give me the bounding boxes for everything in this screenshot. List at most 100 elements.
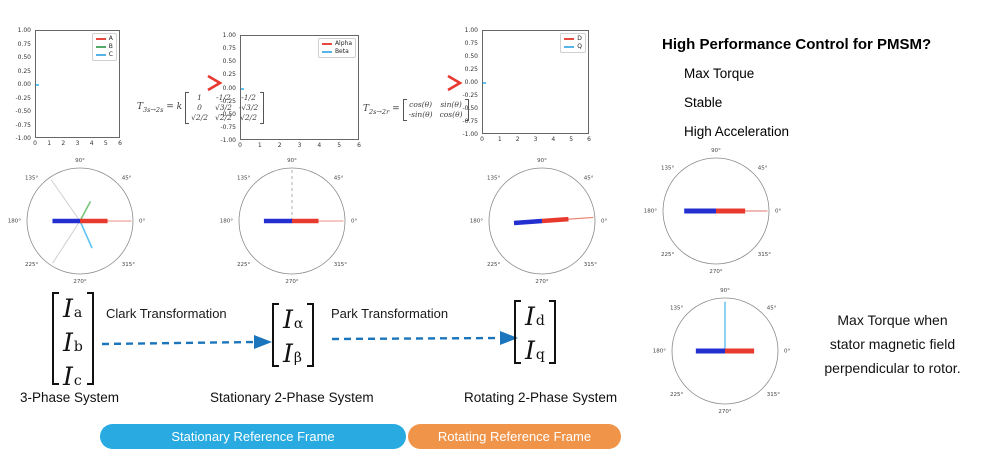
legend-label: C <box>108 51 113 58</box>
matrix-label: T3s→2s = k <box>137 102 183 114</box>
x-tick-label: 3 <box>297 142 302 149</box>
polar-outline <box>238 167 346 275</box>
bullet-stable: Stable <box>684 95 723 110</box>
polar-angle-label: 315° <box>584 262 597 268</box>
bracket-right <box>86 292 94 385</box>
max-torque-note: Max Torque when stator magnetic field pe… <box>785 308 1000 380</box>
label-stationary-2-phase-system: Stationary 2-Phase System <box>210 390 374 405</box>
y-tick-label: 0.75 <box>464 40 478 47</box>
polar-angle-label: 180° <box>653 349 666 355</box>
arrowhead-triangle-icon <box>254 335 272 349</box>
legend-line-swatch <box>564 38 575 40</box>
bullet-high-acceleration: High Acceleration <box>684 124 790 139</box>
y-tick-label: 1.00 <box>222 32 236 39</box>
y-tick-label: 0.00 <box>17 81 31 88</box>
bullet-max-torque: Max Torque <box>684 66 755 81</box>
y-tick-label: 0.25 <box>464 66 478 73</box>
x-tick-label: 6 <box>587 136 591 143</box>
legend-label: Beta <box>334 48 349 55</box>
clark-transformation-label: Clark Transformation <box>106 306 227 321</box>
legend-row: A <box>95 35 113 42</box>
polar-angle-label: 90° <box>287 158 297 164</box>
park-transform-arrow <box>331 331 518 345</box>
matrix-cell: 1 <box>197 93 202 102</box>
x-tick-label: 0 <box>33 140 37 147</box>
x-tick-label: 4 <box>551 136 556 143</box>
b-axis-gray <box>50 179 81 222</box>
polar-angle-label: 0° <box>601 219 607 225</box>
signal-start-mark <box>36 84 39 86</box>
polar-alpha-beta: 0° 45° 90° 135° 180° 225° 270° 315° <box>220 156 358 286</box>
y-tick-label: -0.75 <box>220 123 236 131</box>
matrix-cell: √2/2 <box>191 113 208 122</box>
bracket-left <box>185 92 190 124</box>
polar-angle-label: 135° <box>670 305 683 311</box>
polar-angle-label: 225° <box>237 262 250 268</box>
bracket-right <box>260 92 265 124</box>
x-tick-label: 2 <box>61 140 66 147</box>
clarke-matrix: T3s→2s = k 1 -1/2 -1/2 0 √3/2 -√3/2 √2/2 √2/2 √2… <box>137 92 265 124</box>
polar-angle-label: 90° <box>711 148 721 154</box>
x-tick-label: 1 <box>497 136 502 143</box>
rotor-vector-blue <box>513 218 543 226</box>
legend-label: A <box>108 35 113 42</box>
x-tick-label: 0 <box>480 136 484 143</box>
y-tick-label: 0.75 <box>222 45 236 53</box>
bracket-left <box>402 99 407 121</box>
polar-angle-label: 45° <box>334 175 344 181</box>
three-phase-vectors: 0° 45° 90° 135° 180° 225° 270° 315° <box>8 158 146 285</box>
x-tick-label: 5 <box>569 136 574 143</box>
rotating-reference-frame-pill[interactable]: Rotating Reference Frame <box>408 424 621 449</box>
label-3-phase-system: 3-Phase System <box>20 390 120 405</box>
perpendicular-field-vectors: 0° 45° 90° 135° 180° 225° 270° 315° <box>653 288 791 415</box>
polar-angle-label: 270° <box>535 279 548 285</box>
pill-label: Stationary Reference Frame <box>171 429 335 444</box>
x-tick-label: 3 <box>533 136 538 143</box>
x-tick-label: 5 <box>103 140 108 147</box>
legend-label: Q <box>577 43 582 50</box>
y-tick-label: 0.00 <box>464 79 478 86</box>
polar-angle-label: 180° <box>8 219 21 225</box>
polar-angle-label: 45° <box>767 305 777 311</box>
note-line: stator magnetic field <box>829 336 956 352</box>
matrix-cell: sin(θ) <box>440 100 462 109</box>
polar-dq: 0° 45° 90° 135° 180° 225° 270° 315° <box>470 156 608 286</box>
polar-three-phase: 0° 45° 90° 135° 180° 225° 270° 315° <box>8 156 146 286</box>
clarke-gradient-arrow <box>136 74 223 92</box>
polar-outline <box>662 157 770 265</box>
phase-c-cyan <box>79 220 93 249</box>
y-tick-label: -0.50 <box>220 110 236 118</box>
polar-angle-label: 225° <box>661 252 674 258</box>
polar-angle-label: 135° <box>25 175 38 181</box>
legend-row: Q <box>564 44 582 50</box>
matrix-cell: -sin(θ) <box>408 110 433 119</box>
note-line: perpendicular to rotor. <box>824 360 961 376</box>
legend-row: D <box>564 36 582 42</box>
legend-label: D <box>577 35 582 42</box>
park-transformation-label: Park Transformation <box>331 306 449 321</box>
dq-vectors: 0° 45° 90° 135° 180° 225° 270° 315° <box>470 158 608 285</box>
y-tick-label: 0.25 <box>17 67 31 75</box>
polar-angle-label: 0° <box>784 349 790 355</box>
polar-outline <box>488 167 596 275</box>
polar-angle-label: 0° <box>139 219 145 225</box>
y-tick-label: -0.25 <box>15 94 31 102</box>
polar-angle-label: 315° <box>767 392 780 398</box>
x-tick-label: 0 <box>238 142 242 149</box>
polar-angle-label: 270° <box>709 269 722 275</box>
phase-b-green <box>79 200 92 222</box>
arrowhead-triangle-icon <box>500 331 518 345</box>
polar-angle-label: 135° <box>661 165 674 171</box>
matrix-cell: -√3/2 <box>238 103 259 112</box>
signal-start-mark <box>241 87 244 90</box>
bracket-left <box>52 292 59 385</box>
arrowhead-chevron-icon <box>207 74 223 92</box>
park-matrix: T2s→2r = cos(θ) sin(θ) -sin(θ) cos(θ) <box>363 99 469 121</box>
stationary-reference-frame-pill[interactable]: Stationary Reference Frame <box>100 424 406 449</box>
bracket-right <box>464 99 469 121</box>
polar-outline <box>671 297 779 405</box>
